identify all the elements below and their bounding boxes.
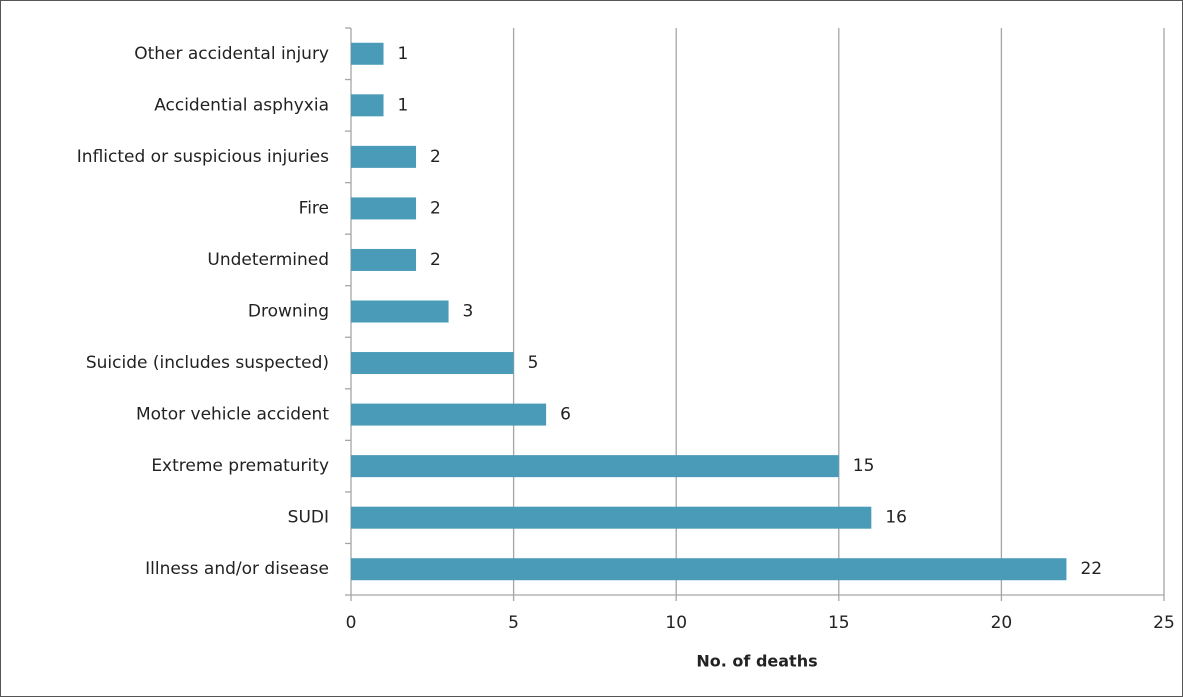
bar xyxy=(351,352,514,375)
y-tick-label: Inflicted or suspicious injuries xyxy=(77,147,329,167)
bar xyxy=(351,248,417,271)
x-tick-label: 0 xyxy=(346,613,357,633)
value-label: 22 xyxy=(1080,559,1102,579)
y-tick-label: Extreme prematurity xyxy=(151,456,329,476)
value-label: 2 xyxy=(430,250,441,270)
x-axis-title: No. of deaths xyxy=(696,652,817,671)
x-tick-label: 10 xyxy=(665,613,687,633)
value-label: 2 xyxy=(430,198,441,218)
x-tick-label: 5 xyxy=(508,613,519,633)
y-tick-label: Illness and/or disease xyxy=(145,559,329,579)
y-tick-label: Accidential asphyxia xyxy=(154,95,329,115)
bar xyxy=(351,300,449,323)
y-tick-label: Other accidental injury xyxy=(134,44,329,64)
y-tick-label: SUDI xyxy=(288,508,329,528)
value-label: 3 xyxy=(463,302,474,322)
y-tick-label: Motor vehicle accident xyxy=(136,405,329,425)
bar xyxy=(351,42,384,65)
bar xyxy=(351,197,417,220)
x-tick-label: 20 xyxy=(991,613,1013,633)
y-tick-label: Drowning xyxy=(248,302,329,322)
bar xyxy=(351,403,547,426)
x-tick-label: 25 xyxy=(1153,613,1175,633)
x-tick-label: 15 xyxy=(828,613,850,633)
y-tick-label: Fire xyxy=(299,198,329,218)
bar xyxy=(351,506,872,529)
bar xyxy=(351,94,384,117)
value-label: 1 xyxy=(398,44,409,64)
value-label: 2 xyxy=(430,147,441,167)
value-label: 15 xyxy=(853,456,875,476)
value-label: 16 xyxy=(885,508,907,528)
value-label: 5 xyxy=(528,353,539,373)
y-tick-label: Undetermined xyxy=(207,250,329,270)
y-tick-label: Suicide (includes suspected) xyxy=(86,353,329,373)
bar xyxy=(351,558,1067,581)
bar xyxy=(351,455,839,478)
bar xyxy=(351,145,417,168)
value-label: 1 xyxy=(398,95,409,115)
value-label: 6 xyxy=(560,405,571,425)
